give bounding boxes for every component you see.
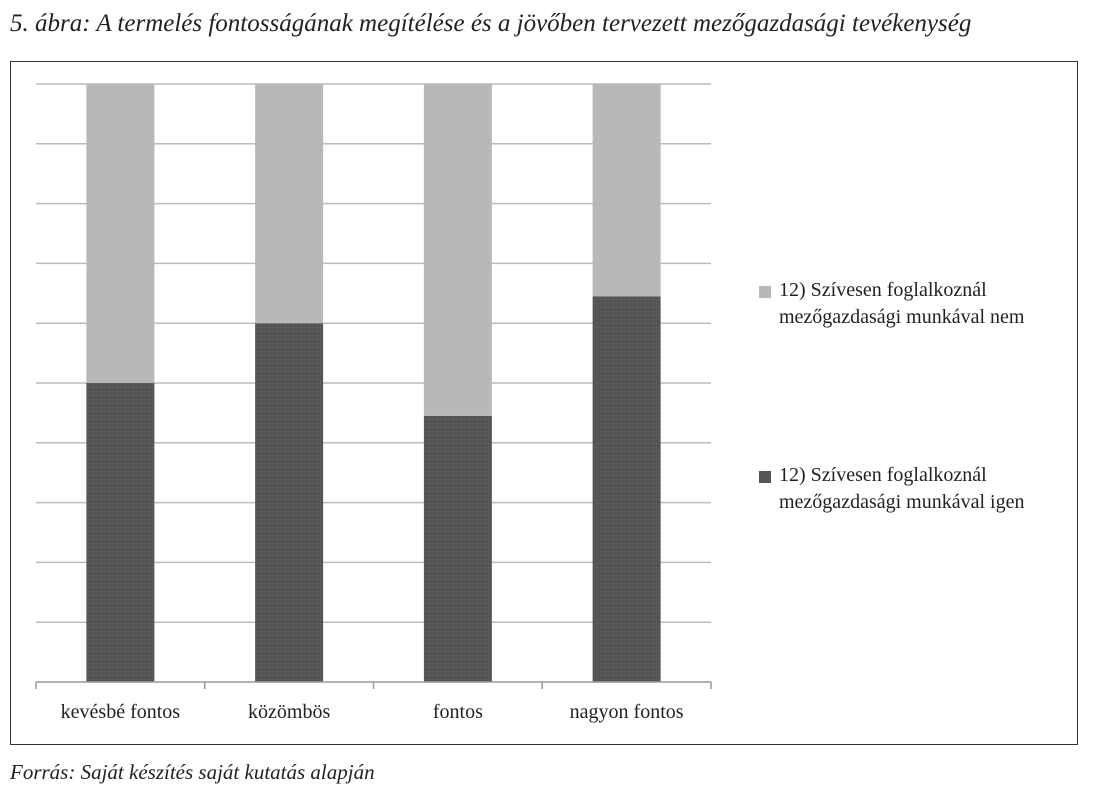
legend-item-igen: 12) Szívesen foglalkoznál mezőgazdasági …	[759, 462, 1059, 516]
chart-frame: kevésbé fontos közömbös fontos nagyon fonto…	[10, 61, 1078, 745]
x-tick-label: kevésbé fontos	[61, 701, 181, 723]
bar-chart: kevésbé fontos közömbös fontos nagyon fonto…	[35, 83, 712, 723]
bar-nem-3	[592, 84, 661, 297]
bar-igen-0	[86, 383, 155, 682]
bar-nem-2	[423, 84, 492, 416]
figure-title: 5. ábra: A termelés fontosságának megíté…	[10, 10, 972, 37]
x-tick-label: közömbös	[248, 701, 330, 723]
x-tick-label: fontos	[433, 701, 483, 723]
bar-igen-1	[255, 323, 324, 682]
legend-label: 12) Szívesen foglalkoznál mezőgazdasági …	[779, 464, 1025, 513]
legend-swatch	[759, 286, 771, 298]
bar-nem-0	[86, 84, 155, 383]
legend-item-nem: 12) Szívesen foglalkoznál mezőgazdasági …	[759, 277, 1059, 331]
bar-igen-2	[423, 415, 492, 682]
legend-label: 12) Szívesen foglalkoznál mezőgazdasági …	[779, 279, 1025, 328]
legend-swatch	[759, 471, 771, 483]
x-tick-label: nagyon fontos	[570, 701, 684, 723]
figure-source: Forrás: Saját készítés saját kutatás ala…	[10, 760, 375, 784]
bar-nem-1	[255, 84, 324, 324]
bar-igen-3	[592, 296, 661, 682]
